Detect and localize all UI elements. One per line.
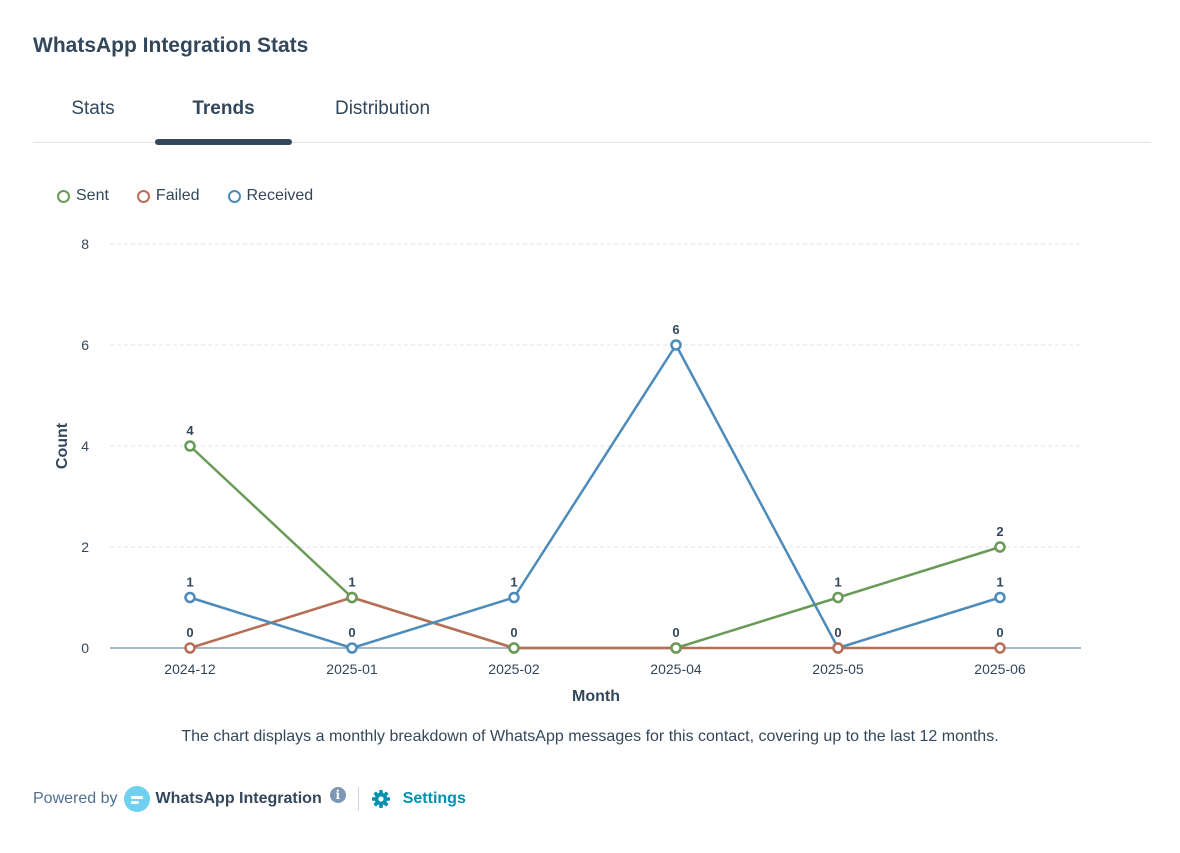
x-axis-title: Month bbox=[572, 688, 620, 705]
card-title: WhatsApp Integration Stats bbox=[33, 34, 309, 57]
legend-label-received: Received bbox=[246, 187, 314, 204]
x-tick-label: 2025-06 bbox=[974, 661, 1026, 677]
y-tick-label: 6 bbox=[81, 337, 89, 353]
settings-link[interactable]: Settings bbox=[371, 789, 466, 809]
data-label: 1 bbox=[510, 575, 517, 590]
x-tick-label: 2025-01 bbox=[326, 661, 378, 677]
legend-item-received[interactable]: Received bbox=[227, 187, 314, 205]
data-point-failed bbox=[832, 642, 844, 654]
data-point-received bbox=[670, 339, 682, 351]
data-label: 0 bbox=[672, 625, 679, 640]
powered-by-label: Powered by bbox=[33, 790, 118, 807]
data-label: 1 bbox=[834, 575, 841, 590]
gear-icon bbox=[371, 790, 390, 808]
line-chart: 0 2 4 6 8 2024-12 2025-01 2025-02 2025-04 2025-05… bbox=[54, 236, 1081, 705]
legend-swatch-received bbox=[227, 189, 241, 203]
data-point-received bbox=[184, 591, 196, 604]
data-point-failed bbox=[184, 642, 196, 654]
data-label: 2 bbox=[996, 524, 1003, 539]
tab-distribution-label: Distribution bbox=[334, 98, 431, 119]
legend-item-failed[interactable]: Failed bbox=[136, 187, 200, 205]
y-tick-label: 4 bbox=[81, 438, 89, 454]
data-point-sent bbox=[994, 541, 1006, 553]
data-point-sent bbox=[184, 440, 196, 452]
data-point-sent bbox=[508, 642, 520, 654]
data-label: 0 bbox=[996, 625, 1003, 640]
x-tick-label: 2025-04 bbox=[650, 661, 702, 677]
data-label: 0 bbox=[348, 625, 355, 640]
x-tick-label: 2025-02 bbox=[488, 661, 540, 677]
y-axis-title: Count bbox=[54, 422, 71, 469]
legend-label-failed: Failed bbox=[155, 187, 200, 204]
data-label: 0 bbox=[834, 625, 841, 640]
data-label: 0 bbox=[510, 625, 517, 640]
data-point-received bbox=[994, 591, 1006, 604]
chart-legend: Sent Failed Received bbox=[57, 185, 341, 207]
active-tab-indicator bbox=[155, 139, 292, 145]
legend-label-sent: Sent bbox=[76, 187, 109, 204]
settings-label: Settings bbox=[402, 790, 466, 807]
tab-distribution[interactable]: Distribution bbox=[320, 92, 445, 142]
legend-swatch-sent bbox=[57, 189, 70, 203]
data-label: 1 bbox=[186, 575, 193, 590]
data-point-sent bbox=[670, 642, 682, 654]
data-point-sent bbox=[832, 591, 844, 604]
data-point-failed bbox=[994, 642, 1006, 654]
x-tick-label: 2024-12 bbox=[164, 661, 216, 677]
data-label: 1 bbox=[996, 575, 1003, 590]
data-point-sent bbox=[346, 591, 358, 604]
legend-item-sent[interactable]: Sent bbox=[57, 187, 109, 205]
tab-stats-label: Stats bbox=[71, 98, 115, 119]
footer-divider bbox=[357, 787, 359, 811]
data-label: 6 bbox=[672, 322, 679, 337]
data-label: 1 bbox=[348, 575, 355, 590]
info-icon[interactable]: i bbox=[329, 787, 346, 803]
series-line-received bbox=[189, 343, 1001, 650]
data-point-received bbox=[508, 591, 520, 604]
y-tick-label: 2 bbox=[81, 539, 89, 555]
y-tick-label: 8 bbox=[81, 236, 89, 252]
series-line-failed bbox=[189, 596, 1000, 650]
chat-bubble-icon bbox=[123, 786, 150, 812]
y-tick-label: 0 bbox=[81, 640, 89, 656]
x-tick-label: 2025-05 bbox=[812, 661, 864, 677]
brand-name[interactable]: WhatsApp Integration bbox=[155, 790, 322, 807]
data-point-received bbox=[346, 642, 358, 654]
data-label: 0 bbox=[186, 625, 193, 640]
tab-trends-label: Trends bbox=[192, 98, 255, 119]
chart-caption: The chart displays a monthly breakdown o… bbox=[181, 728, 999, 745]
tab-trends[interactable]: Trends bbox=[155, 92, 292, 145]
data-label: 4 bbox=[186, 423, 194, 438]
tab-stats[interactable]: Stats bbox=[53, 92, 133, 142]
footer: Powered by WhatsApp Integration i Settin… bbox=[33, 784, 466, 814]
legend-swatch-failed bbox=[136, 189, 150, 203]
tab-bar: Stats Trends Distribution bbox=[33, 92, 1151, 145]
